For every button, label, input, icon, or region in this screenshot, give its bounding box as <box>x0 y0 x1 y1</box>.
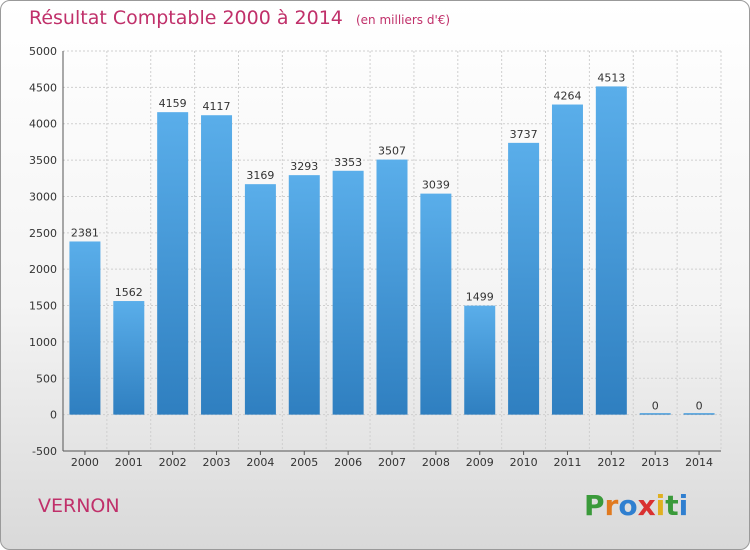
y-tick-label: 3500 <box>29 154 57 167</box>
x-tick-label: 2008 <box>422 456 450 469</box>
y-tick-label: 1000 <box>29 336 57 349</box>
y-tick-label: 4000 <box>29 118 57 131</box>
bar <box>244 184 276 415</box>
bar <box>113 301 145 415</box>
logo-letter: i <box>678 489 689 522</box>
x-tick-label: 2006 <box>334 456 362 469</box>
x-tick-label: 2010 <box>510 456 538 469</box>
logo-letter: o <box>618 489 638 522</box>
logo-letter: t <box>665 489 679 522</box>
data-label: 4159 <box>159 97 187 110</box>
chart-title: Résultat Comptable 2000 à 2014 <box>29 7 343 29</box>
y-tick-label: 2500 <box>29 227 57 240</box>
x-tick-label: 2004 <box>246 456 274 469</box>
y-tick-label: -500 <box>32 445 57 458</box>
x-tick-label: 2001 <box>115 456 143 469</box>
logo-letter: P <box>584 489 605 522</box>
bar <box>332 170 364 415</box>
y-tick-label: 3000 <box>29 190 57 203</box>
bar <box>201 115 233 415</box>
y-tick-label: 0 <box>50 409 57 422</box>
logo-letter: r <box>604 489 619 522</box>
y-tick-label: 5000 <box>29 45 57 58</box>
data-labels: 2381 1562 4159 4117 3169 3293 3353 3507 3039 1499… <box>71 71 703 412</box>
data-label: 4117 <box>203 100 231 113</box>
x-tick-label: 2005 <box>290 456 318 469</box>
data-label: 3293 <box>290 160 318 173</box>
bar <box>683 413 715 415</box>
y-tick-label: 500 <box>36 372 57 385</box>
bar <box>420 193 452 415</box>
data-label: 2381 <box>71 226 99 239</box>
data-label: 0 <box>652 400 659 413</box>
data-label: 3169 <box>246 169 274 182</box>
bar <box>464 305 496 415</box>
x-tick-label: 2000 <box>71 456 99 469</box>
x-tick-label: 2011 <box>553 456 581 469</box>
data-label: 4513 <box>597 71 625 84</box>
axes: -500 0 500 1000 1500 2000 2500 3000 3500 4000 4500… <box>29 45 721 469</box>
bar <box>288 175 320 415</box>
bar <box>551 104 583 415</box>
x-tick-label: 2014 <box>685 456 713 469</box>
y-tick-label: 1500 <box>29 300 57 313</box>
data-label: 0 <box>696 400 703 413</box>
data-label: 1499 <box>466 291 494 304</box>
bar <box>508 142 540 415</box>
data-label: 4264 <box>553 90 581 103</box>
bar <box>376 159 408 415</box>
bar <box>69 241 101 415</box>
x-tick-label: 2012 <box>597 456 625 469</box>
city-name: VERNON <box>38 495 120 517</box>
x-tick-label: 2007 <box>378 456 406 469</box>
data-label: 3353 <box>334 156 362 169</box>
bars <box>69 86 715 415</box>
logo-letter: i <box>655 489 666 522</box>
logo-letter: x <box>637 489 656 522</box>
bar <box>595 86 627 415</box>
data-label: 3039 <box>422 179 450 192</box>
x-tick-label: 2013 <box>641 456 669 469</box>
title-row: Résultat Comptable 2000 à 2014 (en milli… <box>29 7 450 29</box>
x-tick-label: 2003 <box>203 456 231 469</box>
data-label: 1562 <box>115 286 143 299</box>
x-tick-label: 2002 <box>159 456 187 469</box>
data-label: 3737 <box>510 128 538 141</box>
x-tick-label: 2009 <box>466 456 494 469</box>
proxiti-logo: Proxiti <box>584 489 688 522</box>
bar <box>639 413 671 415</box>
data-label: 3507 <box>378 145 406 158</box>
chart-subtitle: (en milliers d'€) <box>355 13 451 27</box>
y-tick-label: 2000 <box>29 263 57 276</box>
bar <box>157 112 189 415</box>
y-tick-label: 4500 <box>29 81 57 94</box>
